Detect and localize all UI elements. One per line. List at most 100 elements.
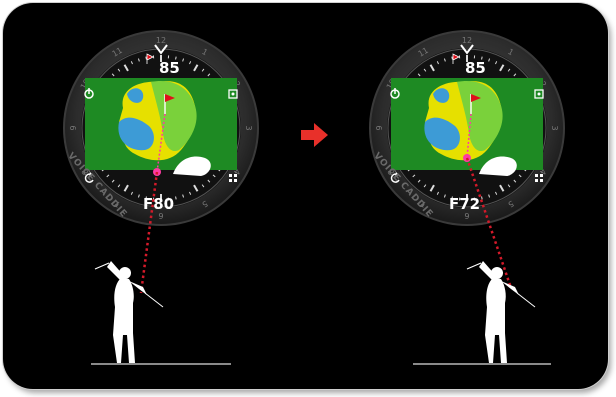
bezel-tick xyxy=(182,194,185,198)
green-area xyxy=(457,81,503,152)
bezel-tick xyxy=(145,56,147,60)
bezel-tick xyxy=(451,196,453,200)
bezel-tick xyxy=(117,184,121,188)
bezel-tick xyxy=(488,194,491,198)
bezel-tick xyxy=(495,61,498,65)
bezel-tick xyxy=(130,191,133,195)
scene: 121234567891011 xyxy=(62,29,566,365)
bezel-tick xyxy=(182,58,185,62)
bezel-tick xyxy=(513,179,517,183)
flag-icon xyxy=(164,94,175,114)
top-indicator xyxy=(452,44,474,64)
bezel-number: 5 xyxy=(506,199,515,209)
bezel-tick xyxy=(111,179,115,183)
bezel-number: 9 xyxy=(69,125,78,130)
bezel-tick xyxy=(123,64,129,72)
golfer-icon xyxy=(466,261,536,363)
bezel-tick xyxy=(443,58,446,62)
bezel-number: 9 xyxy=(375,125,384,130)
bezel-tick xyxy=(193,64,199,72)
bezel-tick xyxy=(207,73,211,77)
bezel-number: 12 xyxy=(156,36,166,45)
bezel-number: 8 xyxy=(80,167,90,176)
bezel-number: 11 xyxy=(417,46,430,59)
bezel-number: 4 xyxy=(232,167,242,176)
water-hazard-small xyxy=(127,88,144,103)
bezel-tick xyxy=(417,179,421,183)
bezel-tick xyxy=(451,56,453,60)
bezel-tick xyxy=(175,196,177,200)
bezel-tick xyxy=(488,58,491,62)
bezel-number: 7 xyxy=(113,199,122,209)
bezel-number: 8 xyxy=(386,167,396,176)
water-hazard xyxy=(118,117,154,151)
green-area xyxy=(151,81,197,152)
menu-icon[interactable] xyxy=(229,174,237,182)
bezel-tick xyxy=(212,174,216,178)
golfer-icon xyxy=(94,261,164,363)
bezel-tick xyxy=(423,68,427,72)
bezel-tick xyxy=(443,194,446,198)
bezel-tick xyxy=(207,179,211,183)
bezel-tick xyxy=(123,184,129,192)
bezel-number: 3 xyxy=(244,125,253,130)
bezel-tick xyxy=(145,196,147,200)
distance-to-front-left: F80 xyxy=(143,195,175,213)
watch-right: 121234567891011 xyxy=(368,29,566,227)
bezel-tick xyxy=(495,191,498,195)
bezel-tick xyxy=(481,196,483,200)
bezel-tick xyxy=(499,184,505,192)
bezel-number: 3 xyxy=(550,125,559,130)
bezel-tick xyxy=(436,61,439,65)
back-icon[interactable] xyxy=(84,172,94,183)
menu-icon[interactable] xyxy=(535,174,543,182)
gps-icon[interactable] xyxy=(534,89,544,99)
bezel-tick xyxy=(111,73,115,77)
bezel-number: 5 xyxy=(200,199,209,209)
bezel-tick xyxy=(189,61,192,65)
bezel-tick xyxy=(137,58,140,62)
bezel-tick xyxy=(499,64,505,72)
bezel-number: 7 xyxy=(419,199,428,209)
aim-line-left xyxy=(139,171,159,294)
bezel-tick xyxy=(137,194,140,198)
distance-to-pin-left: 85 xyxy=(159,59,180,77)
bezel-number: 6 xyxy=(158,211,163,220)
bezel-tick xyxy=(423,184,427,188)
aim-line-right xyxy=(465,157,513,289)
bezel-tick xyxy=(429,64,435,72)
bezel-tick xyxy=(117,68,121,72)
bezel-tick xyxy=(193,184,199,192)
bezel-tick xyxy=(436,191,439,195)
bezel-tick xyxy=(130,61,133,65)
flag-icon xyxy=(470,94,481,114)
gps-icon[interactable] xyxy=(228,89,238,99)
bezel-number: 11 xyxy=(111,46,124,59)
water-hazard-small xyxy=(433,88,450,103)
bezel-tick xyxy=(417,73,421,77)
next-arrow-icon xyxy=(301,123,328,147)
bezel-number: 6 xyxy=(464,211,469,220)
bezel-tick xyxy=(507,68,511,72)
bezel-number: 1 xyxy=(200,47,209,57)
bezel-number: 4 xyxy=(538,167,548,176)
bezel-tick xyxy=(189,191,192,195)
water-hazard xyxy=(424,117,460,151)
bezel-tick xyxy=(513,73,517,77)
bezel-tick xyxy=(429,184,435,192)
bezel-tick xyxy=(106,174,110,178)
bezel-tick xyxy=(201,184,205,188)
distance-to-pin-right: 85 xyxy=(465,59,486,77)
back-icon[interactable] xyxy=(390,172,400,183)
bunker xyxy=(173,156,211,176)
bezel-tick xyxy=(481,56,483,60)
bezel-tick xyxy=(507,184,511,188)
power-icon[interactable] xyxy=(84,88,94,99)
distance-to-front-right: F72 xyxy=(449,195,481,213)
screenshot-frame: 121234567891011 xyxy=(3,3,608,389)
bezel-number: 12 xyxy=(462,36,472,45)
power-icon[interactable] xyxy=(390,88,400,99)
bezel-tick xyxy=(518,174,522,178)
bezel-number: 1 xyxy=(506,47,515,57)
bezel-tick xyxy=(201,68,205,72)
